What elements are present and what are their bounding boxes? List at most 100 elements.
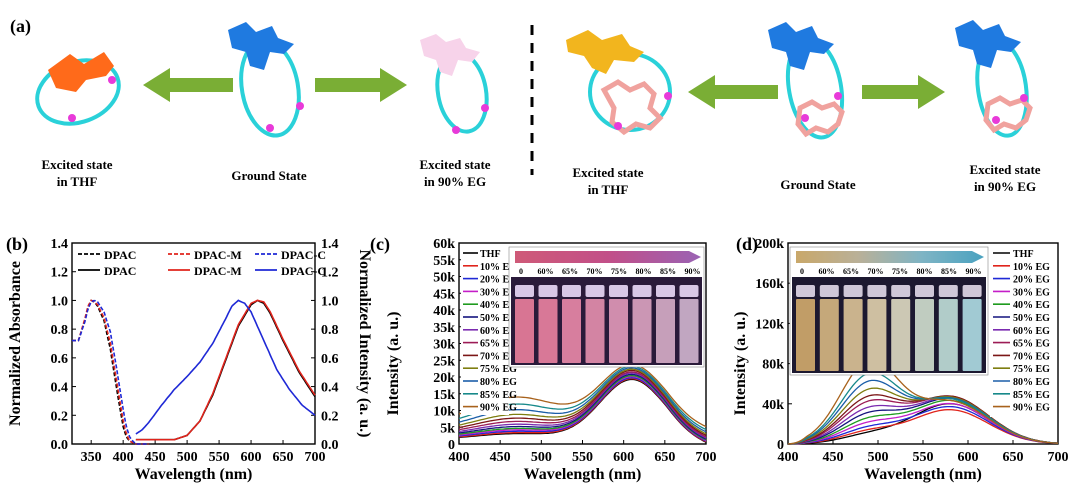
x-axis-title: Wavelength (nm) [864,466,982,483]
legend-label: 10% EG [1013,262,1050,273]
y-tick-label: 40k [762,398,784,413]
legend-label: 75% EG [480,364,517,375]
y-tick-label: 0.2 [51,409,69,424]
y-tick-label: 0.8 [51,323,69,338]
panel-b-label: (b) [6,234,28,255]
x-axis-title: Wavelength (nm) [524,466,642,483]
legend-label: 85% EG [1013,390,1050,401]
y-tick-label: 80k [762,358,784,373]
legend-label: 60% EG [480,326,517,337]
series-line-dpac-emission [135,299,316,441]
legend-label: DPAC-M [194,248,242,262]
vial-cap [891,285,911,297]
series-line [788,408,1059,445]
legend-label: 85% EG [480,390,517,401]
inset-scale-label: 65% [562,267,578,276]
caption-excited-thf-left: Excited state in THF [41,157,112,189]
x-tick-label: 500 [868,450,889,465]
y-tick-label: 0 [777,438,784,453]
y-tick-label: 0.6 [51,352,69,367]
x-tick-label: 600 [613,450,634,465]
x-tick-label: 550 [913,450,934,465]
series-line [458,369,707,436]
legend-label: 40% EG [480,300,517,311]
vial-cap [679,285,699,297]
x-tick-label: 550 [572,450,593,465]
y-tick-label: 15k [433,388,455,403]
vial [962,299,982,371]
legend-label: 65% EG [480,339,517,350]
plot-frame [71,242,316,445]
x-tick-label: 650 [654,450,675,465]
caption-ground-left: Ground State [231,168,306,183]
legend-label: 80% EG [1013,377,1050,388]
x-axis-title: Wavelength (nm) [135,466,253,483]
y-tick-label: 0.0 [51,438,69,453]
arrow-right-icon [315,68,407,102]
y-tick-label: 1.2 [321,266,339,281]
legend-label: 90% EG [1013,403,1050,414]
y-tick-label: 20k [433,371,455,386]
legend-label: 60% EG [1013,326,1050,337]
legend-bg [461,247,509,415]
y-tick-label: 55k [433,254,455,269]
inset-scale-label: 60% [819,267,835,276]
legend-label: 70% EG [480,351,517,362]
molecule-ground-right [768,22,845,140]
inset-scale-label: 75% [611,267,627,276]
vial [867,299,887,371]
vial-cap [609,285,628,297]
vial [679,299,699,363]
x-tick-label: 700 [305,450,326,465]
y-tick-label: 5k [440,421,455,436]
inset-scale-label: 70% [587,267,603,276]
legend-label: 10% EG [480,262,517,273]
legend-label: 30% EG [480,287,517,298]
y2-axis-title: Normalized Intensity (a. u.) [356,250,373,438]
vial-cap [632,285,652,297]
vial [819,299,839,371]
panel-d-label: (d) [736,234,758,255]
vial-cap [915,285,934,297]
series-line [458,373,707,440]
legend-label: 20% EG [480,275,517,286]
x-tick-label: 400 [113,450,134,465]
y-tick-label: 35k [433,321,455,336]
legend-bg [990,247,1056,417]
vial [915,299,934,371]
vial-cap [843,285,863,297]
x-tick-label: 550 [209,450,230,465]
x-tick-label: 400 [449,450,470,465]
inset-scale-label: 85% [941,267,957,276]
inset-scale-label: 0 [519,267,523,276]
y-tick-label: 50k [433,271,455,286]
molecule-ground-left [228,22,304,138]
vial-cap [819,285,839,297]
y-tick-label: 1.4 [51,237,69,252]
vial-cap [538,285,558,297]
vial [796,299,815,371]
vial [562,299,581,363]
molecule-excited-thf-left [35,52,121,126]
caption-ground-right: Ground State [780,177,855,192]
legend-label: 50% EG [1013,313,1050,324]
caption-excited-eg-right: Excited state in 90% EG [969,162,1040,194]
y-tick-label: 0.2 [321,409,339,424]
caption-excited-eg-left: Excited state in 90% EG [419,157,490,189]
vial [609,299,628,363]
y-tick-label: 120k [755,317,784,332]
y-tick-label: 160k [755,277,784,292]
x-tick-label: 450 [145,450,166,465]
series-line-dpac-c-emission [135,299,316,435]
arrow-left-icon [688,75,778,109]
inset-scale-label: 75% [892,267,908,276]
legend-label: 20% EG [1013,275,1050,286]
y-axis-title: Intensity (a. u.) [732,311,749,415]
vial [632,299,652,363]
legend-label: THF [480,249,501,260]
y-tick-label: 1.0 [321,294,339,309]
x-tick-label: 400 [778,450,799,465]
vial-cap [562,285,581,297]
x-tick-label: 650 [1003,450,1024,465]
y-tick-label: 10k [433,405,455,420]
